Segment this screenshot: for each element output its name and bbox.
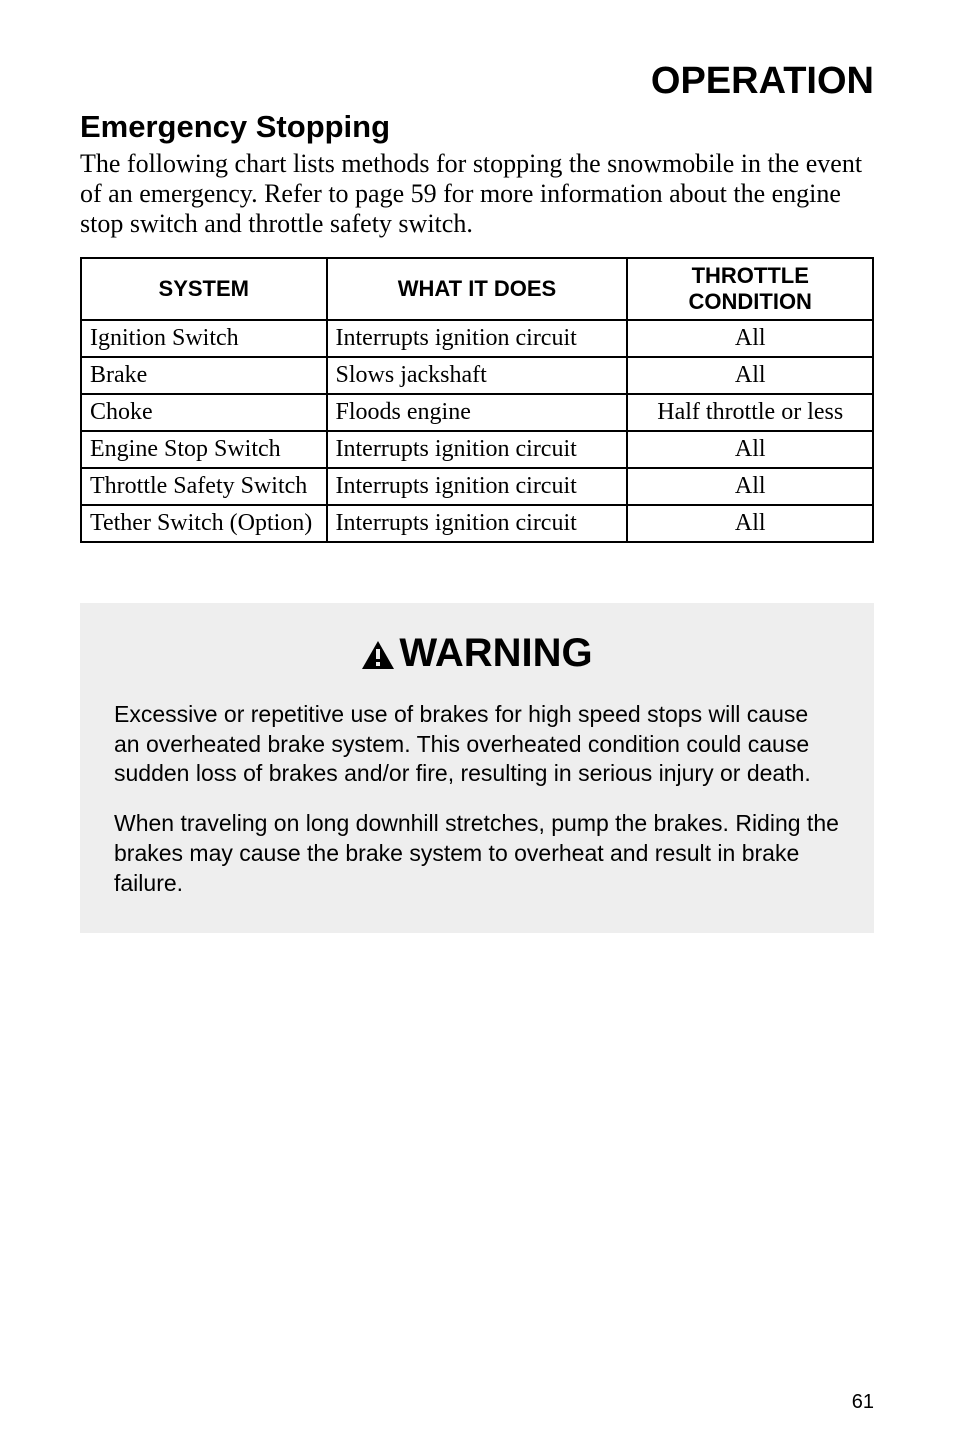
- warning-paragraph-2: When traveling on long downhill stretche…: [114, 809, 840, 899]
- warning-box: WARNING Excessive or repetitive use of b…: [80, 603, 874, 933]
- cell-system: Tether Switch (Option): [81, 505, 327, 542]
- cell-throttle: All: [627, 431, 873, 468]
- cell-what: Interrupts ignition circuit: [327, 431, 628, 468]
- warning-heading-text: WARNING: [399, 631, 592, 675]
- cell-system: Engine Stop Switch: [81, 431, 327, 468]
- cell-what: Slows jackshaft: [327, 357, 628, 394]
- intro-paragraph: The following chart lists methods for st…: [80, 149, 874, 239]
- table-header-row: SYSTEM WHAT IT DOES THROTTLE CONDITION: [81, 258, 873, 320]
- warning-triangle-icon: [361, 635, 395, 680]
- warning-paragraph-1: Excessive or repetitive use of brakes fo…: [114, 700, 840, 790]
- warning-heading: WARNING: [114, 631, 840, 680]
- cell-what: Floods engine: [327, 394, 628, 431]
- cell-system: Throttle Safety Switch: [81, 468, 327, 505]
- cell-what: Interrupts ignition circuit: [327, 505, 628, 542]
- table-row: Ignition Switch Interrupts ignition circ…: [81, 320, 873, 357]
- table-row: Choke Floods engine Half throttle or les…: [81, 394, 873, 431]
- cell-system: Choke: [81, 394, 327, 431]
- page-main-title: OPERATION: [80, 60, 874, 103]
- table-row: Throttle Safety Switch Interrupts igniti…: [81, 468, 873, 505]
- table-row: Tether Switch (Option) Interrupts igniti…: [81, 505, 873, 542]
- cell-throttle: All: [627, 468, 873, 505]
- th-throttle: THROTTLE CONDITION: [627, 258, 873, 320]
- cell-throttle: All: [627, 505, 873, 542]
- table-row: Brake Slows jackshaft All: [81, 357, 873, 394]
- emergency-stop-table: SYSTEM WHAT IT DOES THROTTLE CONDITION I…: [80, 257, 874, 543]
- th-system: SYSTEM: [81, 258, 327, 320]
- cell-what: Interrupts ignition circuit: [327, 468, 628, 505]
- cell-throttle: All: [627, 357, 873, 394]
- table-body: Ignition Switch Interrupts ignition circ…: [81, 320, 873, 542]
- table-row: Engine Stop Switch Interrupts ignition c…: [81, 431, 873, 468]
- cell-system: Brake: [81, 357, 327, 394]
- cell-throttle: Half throttle or less: [627, 394, 873, 431]
- cell-throttle: All: [627, 320, 873, 357]
- th-what: WHAT IT DOES: [327, 258, 628, 320]
- cell-system: Ignition Switch: [81, 320, 327, 357]
- page-number: 61: [852, 1391, 874, 1414]
- section-title: Emergency Stopping: [80, 109, 874, 145]
- cell-what: Interrupts ignition circuit: [327, 320, 628, 357]
